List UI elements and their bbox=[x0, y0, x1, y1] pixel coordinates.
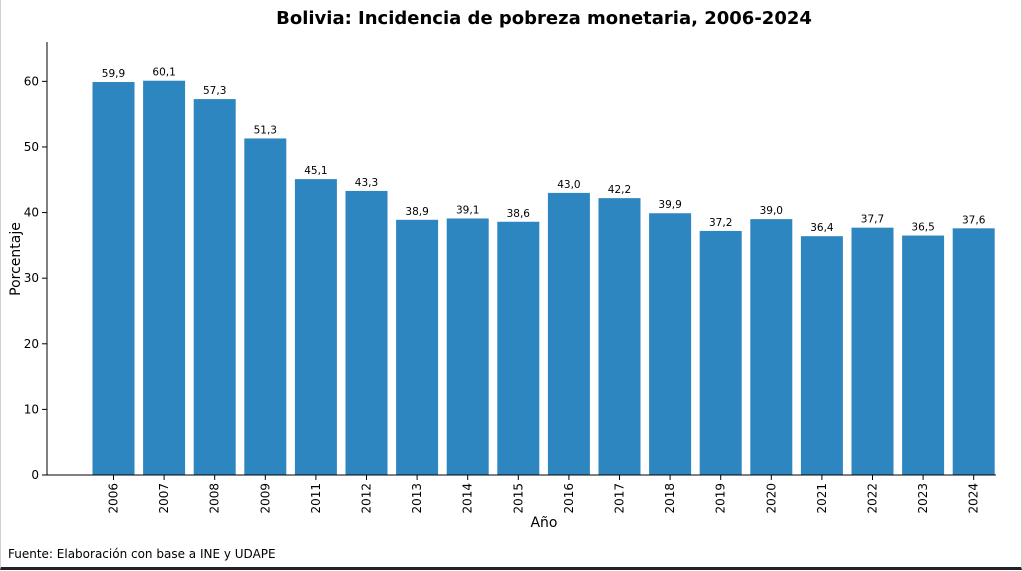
bar-2008 bbox=[193, 99, 236, 475]
bar-value-label: 43,3 bbox=[355, 177, 378, 189]
y-tick-label: 0 bbox=[31, 468, 39, 482]
x-tick-label: 2016 bbox=[562, 483, 576, 514]
bar-value-label: 39,0 bbox=[760, 205, 783, 217]
bar-value-label: 51,3 bbox=[254, 124, 277, 136]
bar-2016 bbox=[547, 192, 590, 476]
bar-value-label: 37,6 bbox=[962, 214, 986, 226]
bar-2021 bbox=[800, 236, 843, 475]
bar-value-label: 57,3 bbox=[203, 85, 226, 97]
x-tick-label: 2019 bbox=[714, 483, 728, 514]
x-tick-label: 2018 bbox=[663, 483, 677, 514]
bar-2009 bbox=[244, 138, 287, 475]
x-axis-ticks: 2006 2007 2008 2009 2011 2012 2013 2014 2015 2016… bbox=[107, 475, 981, 514]
x-tick-label: 2024 bbox=[967, 483, 981, 514]
chart-title: Bolivia: Incidencia de pobreza monetaria… bbox=[276, 8, 812, 29]
bar-2014 bbox=[446, 218, 489, 476]
bar-value-label: 43,0 bbox=[557, 179, 580, 191]
x-tick-label: 2009 bbox=[258, 483, 272, 514]
bar-2007 bbox=[143, 80, 186, 475]
x-tick-label: 2013 bbox=[410, 483, 424, 514]
bar-2013 bbox=[396, 219, 439, 475]
bar-2012 bbox=[345, 190, 388, 475]
bar-value-label: 37,7 bbox=[861, 214, 884, 226]
y-tick-label: 10 bbox=[24, 402, 39, 416]
y-tick-label: 60 bbox=[24, 74, 39, 88]
y-axis-ticks: 0 10 20 30 40 50 60 bbox=[24, 74, 47, 482]
x-tick-label: 2015 bbox=[511, 483, 525, 514]
bar-2023 bbox=[902, 235, 945, 475]
x-tick-label: 2006 bbox=[107, 483, 121, 514]
bar-2015 bbox=[497, 221, 540, 475]
x-tick-label: 2008 bbox=[208, 483, 222, 514]
x-tick-label: 2023 bbox=[916, 483, 930, 514]
bar-value-label: 60,1 bbox=[152, 67, 175, 79]
y-tick-label: 40 bbox=[24, 206, 39, 220]
bar-2024 bbox=[952, 228, 995, 475]
x-tick-label: 2007 bbox=[157, 483, 171, 514]
bar-value-label: 38,9 bbox=[405, 206, 428, 218]
y-tick-label: 20 bbox=[24, 337, 39, 351]
y-tick-label: 30 bbox=[24, 271, 39, 285]
bar-2018 bbox=[649, 213, 692, 475]
x-tick-label: 2020 bbox=[764, 483, 778, 514]
bar-value-label: 45,1 bbox=[304, 165, 327, 177]
bar-value-label: 59,9 bbox=[102, 68, 125, 80]
x-tick-label: 2014 bbox=[461, 483, 475, 514]
x-tick-label: 2012 bbox=[360, 483, 374, 514]
bar-value-label: 39,9 bbox=[658, 199, 681, 211]
bar-value-label: 38,6 bbox=[507, 208, 531, 220]
bar-2022 bbox=[851, 227, 894, 475]
bar-value-label: 36,4 bbox=[810, 222, 834, 234]
bar-value-label: 36,5 bbox=[911, 222, 934, 234]
bar-value-label: 42,2 bbox=[608, 184, 631, 196]
x-axis-label: Año bbox=[530, 515, 557, 531]
bar-2006 bbox=[92, 82, 135, 475]
bar-2020 bbox=[750, 219, 793, 475]
x-tick-label: 2022 bbox=[866, 483, 880, 514]
x-tick-label: 2021 bbox=[815, 483, 829, 514]
source-note: Fuente: Elaboración con base a INE y UDA… bbox=[8, 547, 276, 561]
bar-2019 bbox=[699, 230, 742, 475]
bar-value-label: 39,1 bbox=[456, 204, 479, 216]
y-tick-label: 50 bbox=[24, 140, 39, 154]
bar-value-label: 37,2 bbox=[709, 217, 732, 229]
bar-2017 bbox=[598, 198, 641, 475]
bar-2011 bbox=[294, 179, 337, 475]
x-tick-label: 2017 bbox=[613, 483, 627, 514]
bars-group: 59,9 60,1 57,3 51,3 45,1 43,3 38,9 39,1 38,6 43,0… bbox=[92, 67, 995, 476]
x-tick-label: 2011 bbox=[309, 483, 323, 514]
y-axis-label: Porcentaje bbox=[8, 222, 24, 296]
